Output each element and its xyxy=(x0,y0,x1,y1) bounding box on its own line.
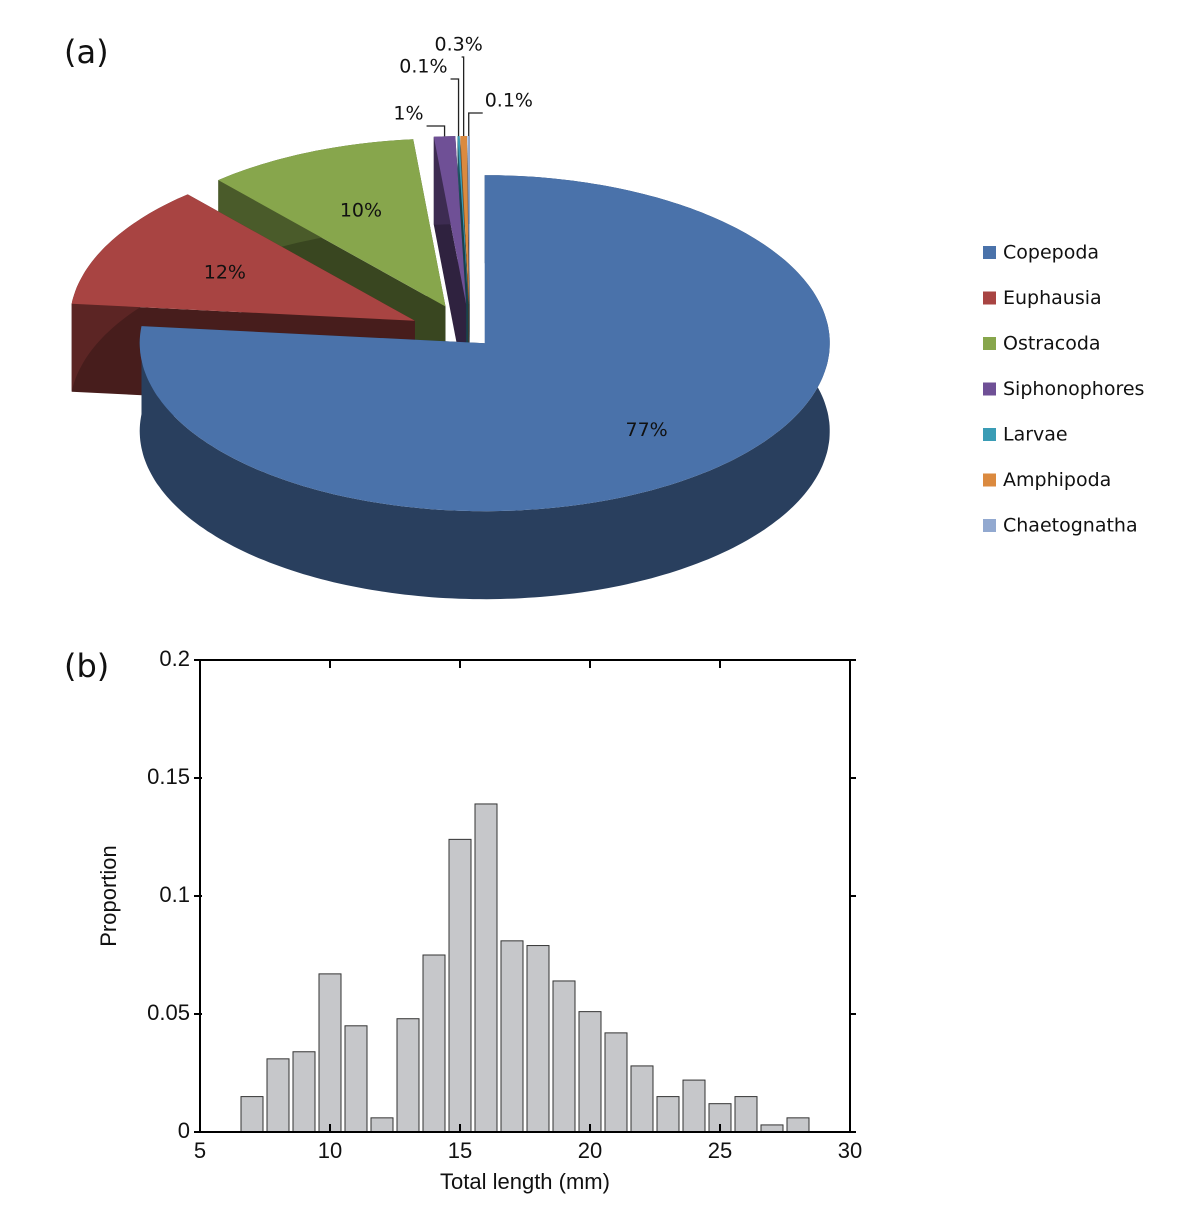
legend-label: Chaetognatha xyxy=(1003,515,1138,537)
bar xyxy=(526,945,550,1133)
panel-label: (b) xyxy=(64,647,109,685)
bar xyxy=(656,1096,680,1133)
slice-top xyxy=(467,136,470,304)
x-tick-label: 20 xyxy=(578,1138,602,1163)
leader-line xyxy=(468,112,483,137)
bar xyxy=(448,838,472,1133)
x-tick-label: 25 xyxy=(708,1138,732,1163)
legend-swatch xyxy=(983,291,996,305)
bar xyxy=(370,1117,394,1133)
pie-slice xyxy=(139,175,830,600)
data-label: 0.3% xyxy=(434,34,482,56)
legend-swatch xyxy=(983,246,996,259)
legend-label: Euphausia xyxy=(1003,287,1102,309)
bar xyxy=(682,1079,706,1133)
legend-label: Ostracoda xyxy=(1003,333,1101,355)
bar xyxy=(786,1117,810,1133)
leader-line xyxy=(450,78,460,137)
legend-swatch xyxy=(983,382,996,396)
slice-top xyxy=(433,136,467,305)
bar xyxy=(630,1065,654,1133)
leader-line xyxy=(426,125,446,137)
slice-top xyxy=(457,136,469,304)
data-label: 0.1% xyxy=(399,56,447,78)
x-tick-label: 30 xyxy=(838,1138,862,1163)
y-tick-label: 0.15 xyxy=(147,764,190,789)
data-label: 0.1% xyxy=(485,90,533,112)
legend-label: Copepoda xyxy=(1003,242,1099,264)
bar xyxy=(240,1096,264,1133)
y-tick-label: 0.05 xyxy=(147,1000,190,1025)
bar xyxy=(422,954,446,1133)
y-tick-label: 0 xyxy=(178,1118,190,1143)
y-tick-label: 0.1 xyxy=(159,882,190,907)
leader-line xyxy=(461,56,465,137)
legend-swatch xyxy=(983,428,996,441)
data-label: 77% xyxy=(626,419,668,441)
bar xyxy=(292,1051,316,1133)
pie-slice xyxy=(467,136,470,392)
data-label: 12% xyxy=(204,261,246,283)
legend-swatch xyxy=(983,519,996,532)
bar xyxy=(344,1025,368,1133)
bar xyxy=(500,940,524,1133)
legend-label: Siphonophores xyxy=(1003,378,1144,400)
x-axis-label: Total length (mm) xyxy=(440,1169,610,1194)
slice-top xyxy=(139,175,830,512)
legend-label: Larvae xyxy=(1003,424,1068,446)
x-tick-label: 5 xyxy=(194,1138,206,1163)
bar xyxy=(604,1032,628,1133)
slice-top xyxy=(460,136,469,304)
bar xyxy=(396,1018,420,1133)
bar xyxy=(734,1096,758,1133)
bar xyxy=(552,980,576,1133)
data-label: 10% xyxy=(340,199,382,221)
legend-swatch xyxy=(983,337,996,350)
panel-label: (a) xyxy=(64,33,109,71)
y-tick-label: 0.2 xyxy=(159,646,190,671)
bar xyxy=(474,803,498,1133)
bar xyxy=(578,1011,602,1133)
bar xyxy=(760,1124,784,1133)
data-label: 1% xyxy=(393,103,423,125)
legend-swatch xyxy=(983,473,996,487)
x-tick-label: 10 xyxy=(318,1138,342,1163)
slice-top xyxy=(218,139,446,307)
y-axis-label: Proportion xyxy=(96,845,121,947)
slice-top xyxy=(71,194,415,321)
pie-slice xyxy=(433,136,467,393)
bar xyxy=(266,1058,290,1133)
legend-label: Amphipoda xyxy=(1003,469,1111,491)
bar xyxy=(318,973,342,1133)
x-tick-label: 15 xyxy=(448,1138,472,1163)
